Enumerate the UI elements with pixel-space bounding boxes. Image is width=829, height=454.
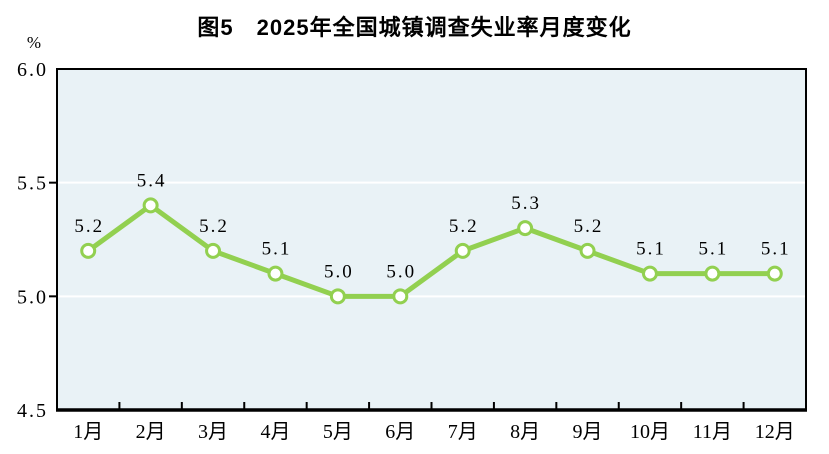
- data-point-marker: [454, 242, 471, 259]
- x-tick-label: 1月: [73, 421, 103, 443]
- data-point-label: 5.1: [262, 239, 292, 260]
- y-tick-label: 6.0: [17, 59, 48, 81]
- data-point-marker: [766, 265, 783, 282]
- data-point-marker: [579, 242, 596, 259]
- data-point-marker: [267, 265, 284, 282]
- data-point-label: 5.0: [386, 261, 416, 282]
- data-point-label: 5.2: [574, 216, 604, 237]
- data-point-marker: [205, 242, 222, 259]
- x-tick-label: 5月: [323, 421, 353, 443]
- plot-area: [57, 69, 806, 410]
- data-point-label: 5.1: [761, 239, 791, 260]
- data-point-label: 5.2: [74, 216, 104, 237]
- x-tick-label: 9月: [573, 421, 603, 443]
- data-point-label: 5.2: [449, 216, 479, 237]
- x-tick-label: 2月: [136, 421, 166, 443]
- x-tick-label: 10月: [630, 421, 670, 443]
- data-point-marker: [641, 265, 658, 282]
- x-tick-label: 6月: [385, 421, 415, 443]
- x-tick-label: 4月: [260, 421, 290, 443]
- data-line: [85, 202, 778, 299]
- data-point-label: 5.0: [324, 261, 354, 282]
- data-point-label: 5.4: [137, 170, 167, 191]
- x-tick-label: 3月: [198, 421, 228, 443]
- data-point-marker: [517, 220, 534, 237]
- y-tick-label: 5.5: [17, 173, 48, 195]
- chart-title: 图5 2025年全国城镇调查失业率月度变化: [197, 15, 632, 40]
- data-point-marker: [142, 197, 159, 214]
- data-point-marker: [392, 288, 409, 305]
- x-tick-label: 12月: [755, 421, 795, 443]
- data-point-label: 5.1: [699, 239, 729, 260]
- x-tick-label: 11月: [693, 421, 732, 443]
- data-point-label: 5.1: [636, 239, 666, 260]
- y-tick-label: 5.0: [17, 286, 48, 308]
- y-tick-label: 4.5: [17, 400, 48, 422]
- x-tick-label: 7月: [448, 421, 478, 443]
- data-point-marker: [329, 288, 346, 305]
- x-tick-label: 8月: [510, 421, 540, 443]
- data-point-marker: [704, 265, 721, 282]
- y-axis-unit-label: %: [26, 33, 42, 52]
- data-point-marker: [80, 242, 97, 259]
- data-point-label: 5.2: [199, 216, 229, 237]
- data-point-label: 5.3: [511, 193, 541, 214]
